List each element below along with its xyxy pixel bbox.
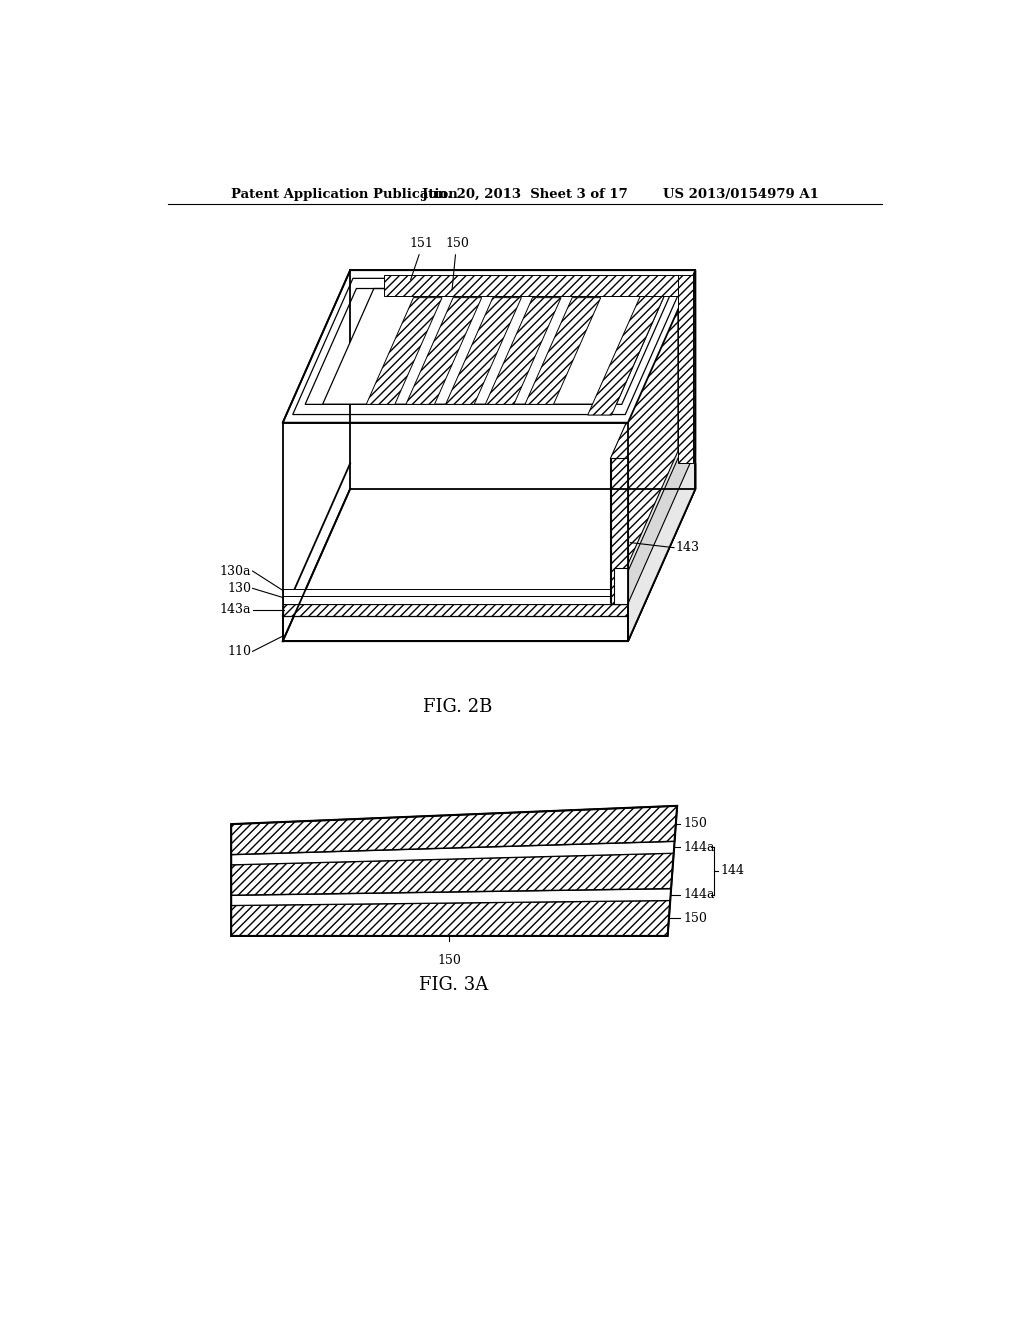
Text: 150: 150 bbox=[437, 954, 462, 968]
Polygon shape bbox=[231, 900, 671, 936]
Polygon shape bbox=[628, 463, 695, 642]
Polygon shape bbox=[613, 568, 628, 603]
Polygon shape bbox=[384, 276, 678, 296]
Polygon shape bbox=[678, 306, 695, 451]
Polygon shape bbox=[323, 289, 668, 404]
Text: 150: 150 bbox=[684, 912, 708, 925]
Polygon shape bbox=[283, 422, 628, 589]
Polygon shape bbox=[283, 488, 695, 642]
Polygon shape bbox=[485, 297, 561, 404]
Polygon shape bbox=[283, 597, 628, 603]
Text: Jun. 20, 2013  Sheet 3 of 17: Jun. 20, 2013 Sheet 3 of 17 bbox=[422, 189, 628, 202]
Text: 144: 144 bbox=[720, 865, 744, 878]
Polygon shape bbox=[231, 805, 677, 854]
Polygon shape bbox=[283, 589, 628, 597]
Text: 143a: 143a bbox=[219, 603, 251, 616]
Polygon shape bbox=[445, 297, 521, 404]
Polygon shape bbox=[613, 451, 695, 603]
Text: FIG. 2B: FIG. 2B bbox=[423, 698, 492, 717]
Text: 144a: 144a bbox=[684, 888, 715, 902]
Text: 150: 150 bbox=[445, 236, 469, 249]
Text: 130: 130 bbox=[227, 582, 251, 595]
Polygon shape bbox=[628, 271, 695, 642]
Polygon shape bbox=[231, 853, 674, 895]
Text: 110: 110 bbox=[227, 645, 251, 657]
Polygon shape bbox=[406, 297, 481, 404]
Polygon shape bbox=[283, 603, 628, 616]
Text: Patent Application Publication: Patent Application Publication bbox=[231, 189, 458, 202]
Polygon shape bbox=[367, 297, 442, 404]
Polygon shape bbox=[610, 306, 678, 603]
Polygon shape bbox=[231, 888, 671, 906]
Text: 150: 150 bbox=[684, 817, 708, 830]
Polygon shape bbox=[283, 616, 628, 642]
Text: 144a: 144a bbox=[684, 841, 715, 854]
Text: 143: 143 bbox=[676, 541, 699, 554]
Text: 130a: 130a bbox=[219, 565, 251, 578]
Polygon shape bbox=[231, 841, 675, 865]
Polygon shape bbox=[588, 277, 672, 414]
Text: US 2013/0154979 A1: US 2013/0154979 A1 bbox=[663, 189, 818, 202]
Polygon shape bbox=[610, 458, 628, 603]
Polygon shape bbox=[678, 276, 693, 463]
Text: FIG. 3A: FIG. 3A bbox=[419, 975, 488, 994]
Text: 151: 151 bbox=[410, 236, 433, 249]
Polygon shape bbox=[283, 271, 695, 422]
Polygon shape bbox=[525, 297, 601, 404]
